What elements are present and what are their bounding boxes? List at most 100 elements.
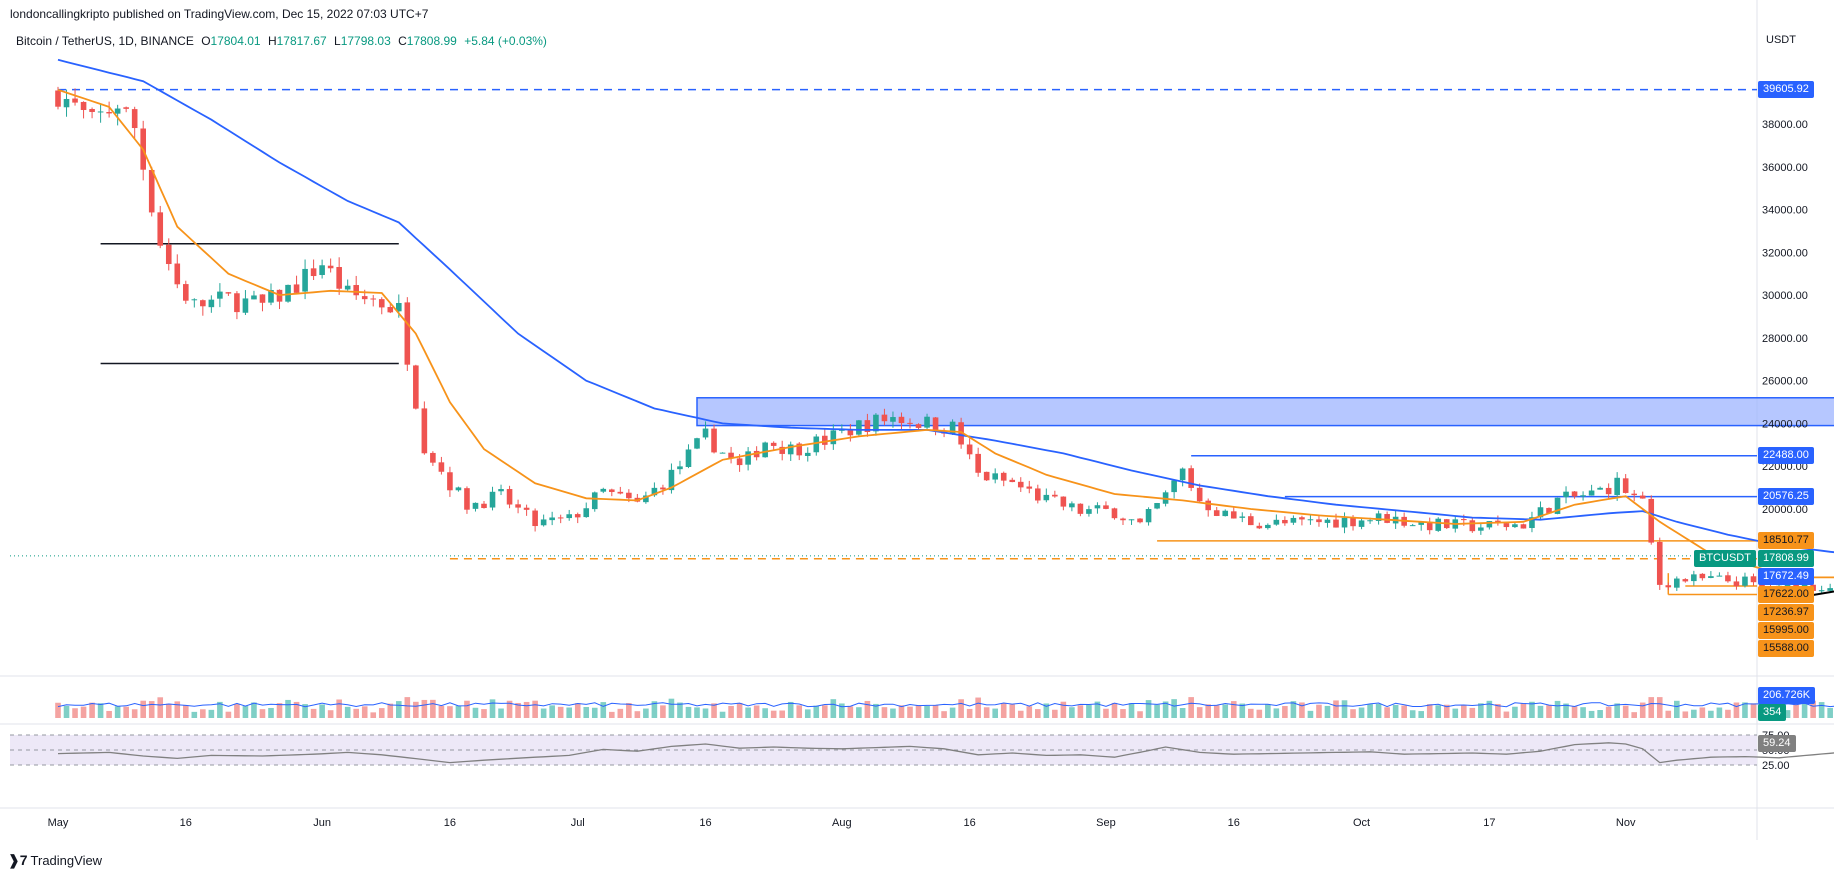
candle-body [890,417,896,422]
volume-bar [1333,700,1339,718]
volume-bar [1188,697,1194,718]
volume-bar [609,711,615,718]
volume-count-tag: 354 [1758,704,1787,721]
candle-body [992,473,998,480]
volume-bar [1128,703,1135,718]
volume-bar [574,703,581,718]
candle-body [515,504,521,508]
candle-body [796,443,803,456]
low-value: 17798.03 [340,34,391,48]
volume-bar [217,701,223,718]
candle-body [72,98,78,103]
candle-body [200,300,206,307]
volume-bar [268,707,274,718]
volume-bar [131,709,138,718]
volume-bar [344,706,351,718]
candle-body [1358,520,1365,527]
x-tick-label: Oct [1353,817,1370,829]
y-tick-label: 22000.00 [1762,461,1808,473]
volume-bar [1035,709,1041,718]
volume-bar [1392,704,1399,718]
volume-bar [668,698,675,718]
volume-bar [1000,703,1007,718]
volume-bar [1546,705,1552,718]
candle-body [728,452,734,459]
candle-body [165,244,172,265]
volume-bar [1179,707,1186,718]
volume-bar [966,708,973,718]
candle-body [677,466,683,470]
candle-body [1077,503,1084,514]
volume-bar [1409,710,1416,718]
candle-body [1017,481,1024,488]
volume-bar [583,706,590,718]
low-label: L [334,34,341,48]
candle-body [438,462,445,472]
candle-body [1622,478,1629,493]
volume-bar [259,709,266,718]
volume-bar [1537,705,1544,718]
candle-body [455,487,462,491]
high-label: H [267,34,277,48]
candle-body [1188,468,1194,488]
volume-bar [183,705,189,718]
price-tag: 39605.92 [1758,80,1814,98]
candle-body [1818,590,1825,592]
symbol-title[interactable]: Bitcoin / TetherUS, 1D, BINANCE [16,34,194,48]
candle-body [1290,517,1297,523]
volume-bar [600,702,607,718]
open-label: O [201,34,211,48]
volume-bar [932,705,939,718]
candle-body [949,421,956,435]
candle-body [958,422,964,445]
volume-bar [1145,700,1152,718]
candle-body [1827,588,1833,591]
candle-body [915,424,922,428]
candle-body [1478,527,1484,531]
candle-body [157,212,164,246]
candle-body [1537,507,1544,518]
volume-bar [327,710,334,718]
candle-body [217,291,223,299]
volume-bar [1750,703,1757,718]
tradingview-logo[interactable]: ❱7 TradingView [8,852,102,869]
candle-body [1597,487,1603,490]
volume-bar [975,697,981,718]
candle-body [873,414,879,432]
logo-text: TradingView [30,853,103,868]
candle-body [310,268,317,277]
volume-bar [762,708,768,718]
volume-bar [1213,705,1220,718]
volume-bar [276,703,283,718]
volume-bar [1026,706,1033,718]
candle-body [557,517,564,519]
candle-body [319,265,325,275]
volume-bar [1520,703,1527,718]
volume-bar [1103,708,1109,718]
volume-bar [941,711,947,718]
volume-bar [1256,709,1263,718]
candle-body [1384,514,1390,523]
volume-bar [1435,705,1442,718]
candle-body [1784,584,1791,587]
candle-body [234,293,240,313]
volume-bar [1273,708,1280,718]
rsi-value-tag: 59.24 [1758,735,1796,753]
candle-body [1571,491,1578,497]
candle-body [822,435,828,445]
candle-body [1154,503,1160,509]
candle-body [1026,486,1033,489]
candle-body [975,453,981,473]
candle-body [1086,509,1092,514]
candle-body [1341,517,1348,528]
volume-bar [1478,703,1484,718]
candle-body [651,487,658,496]
candle-body [285,284,291,302]
y-tick-label: 32000.00 [1762,247,1808,259]
candle-body [762,442,768,458]
candle-body [1656,541,1663,585]
price-tag: 17236.97 [1758,603,1814,621]
x-tick-label: Aug [832,817,852,829]
candle-body [1069,503,1075,508]
